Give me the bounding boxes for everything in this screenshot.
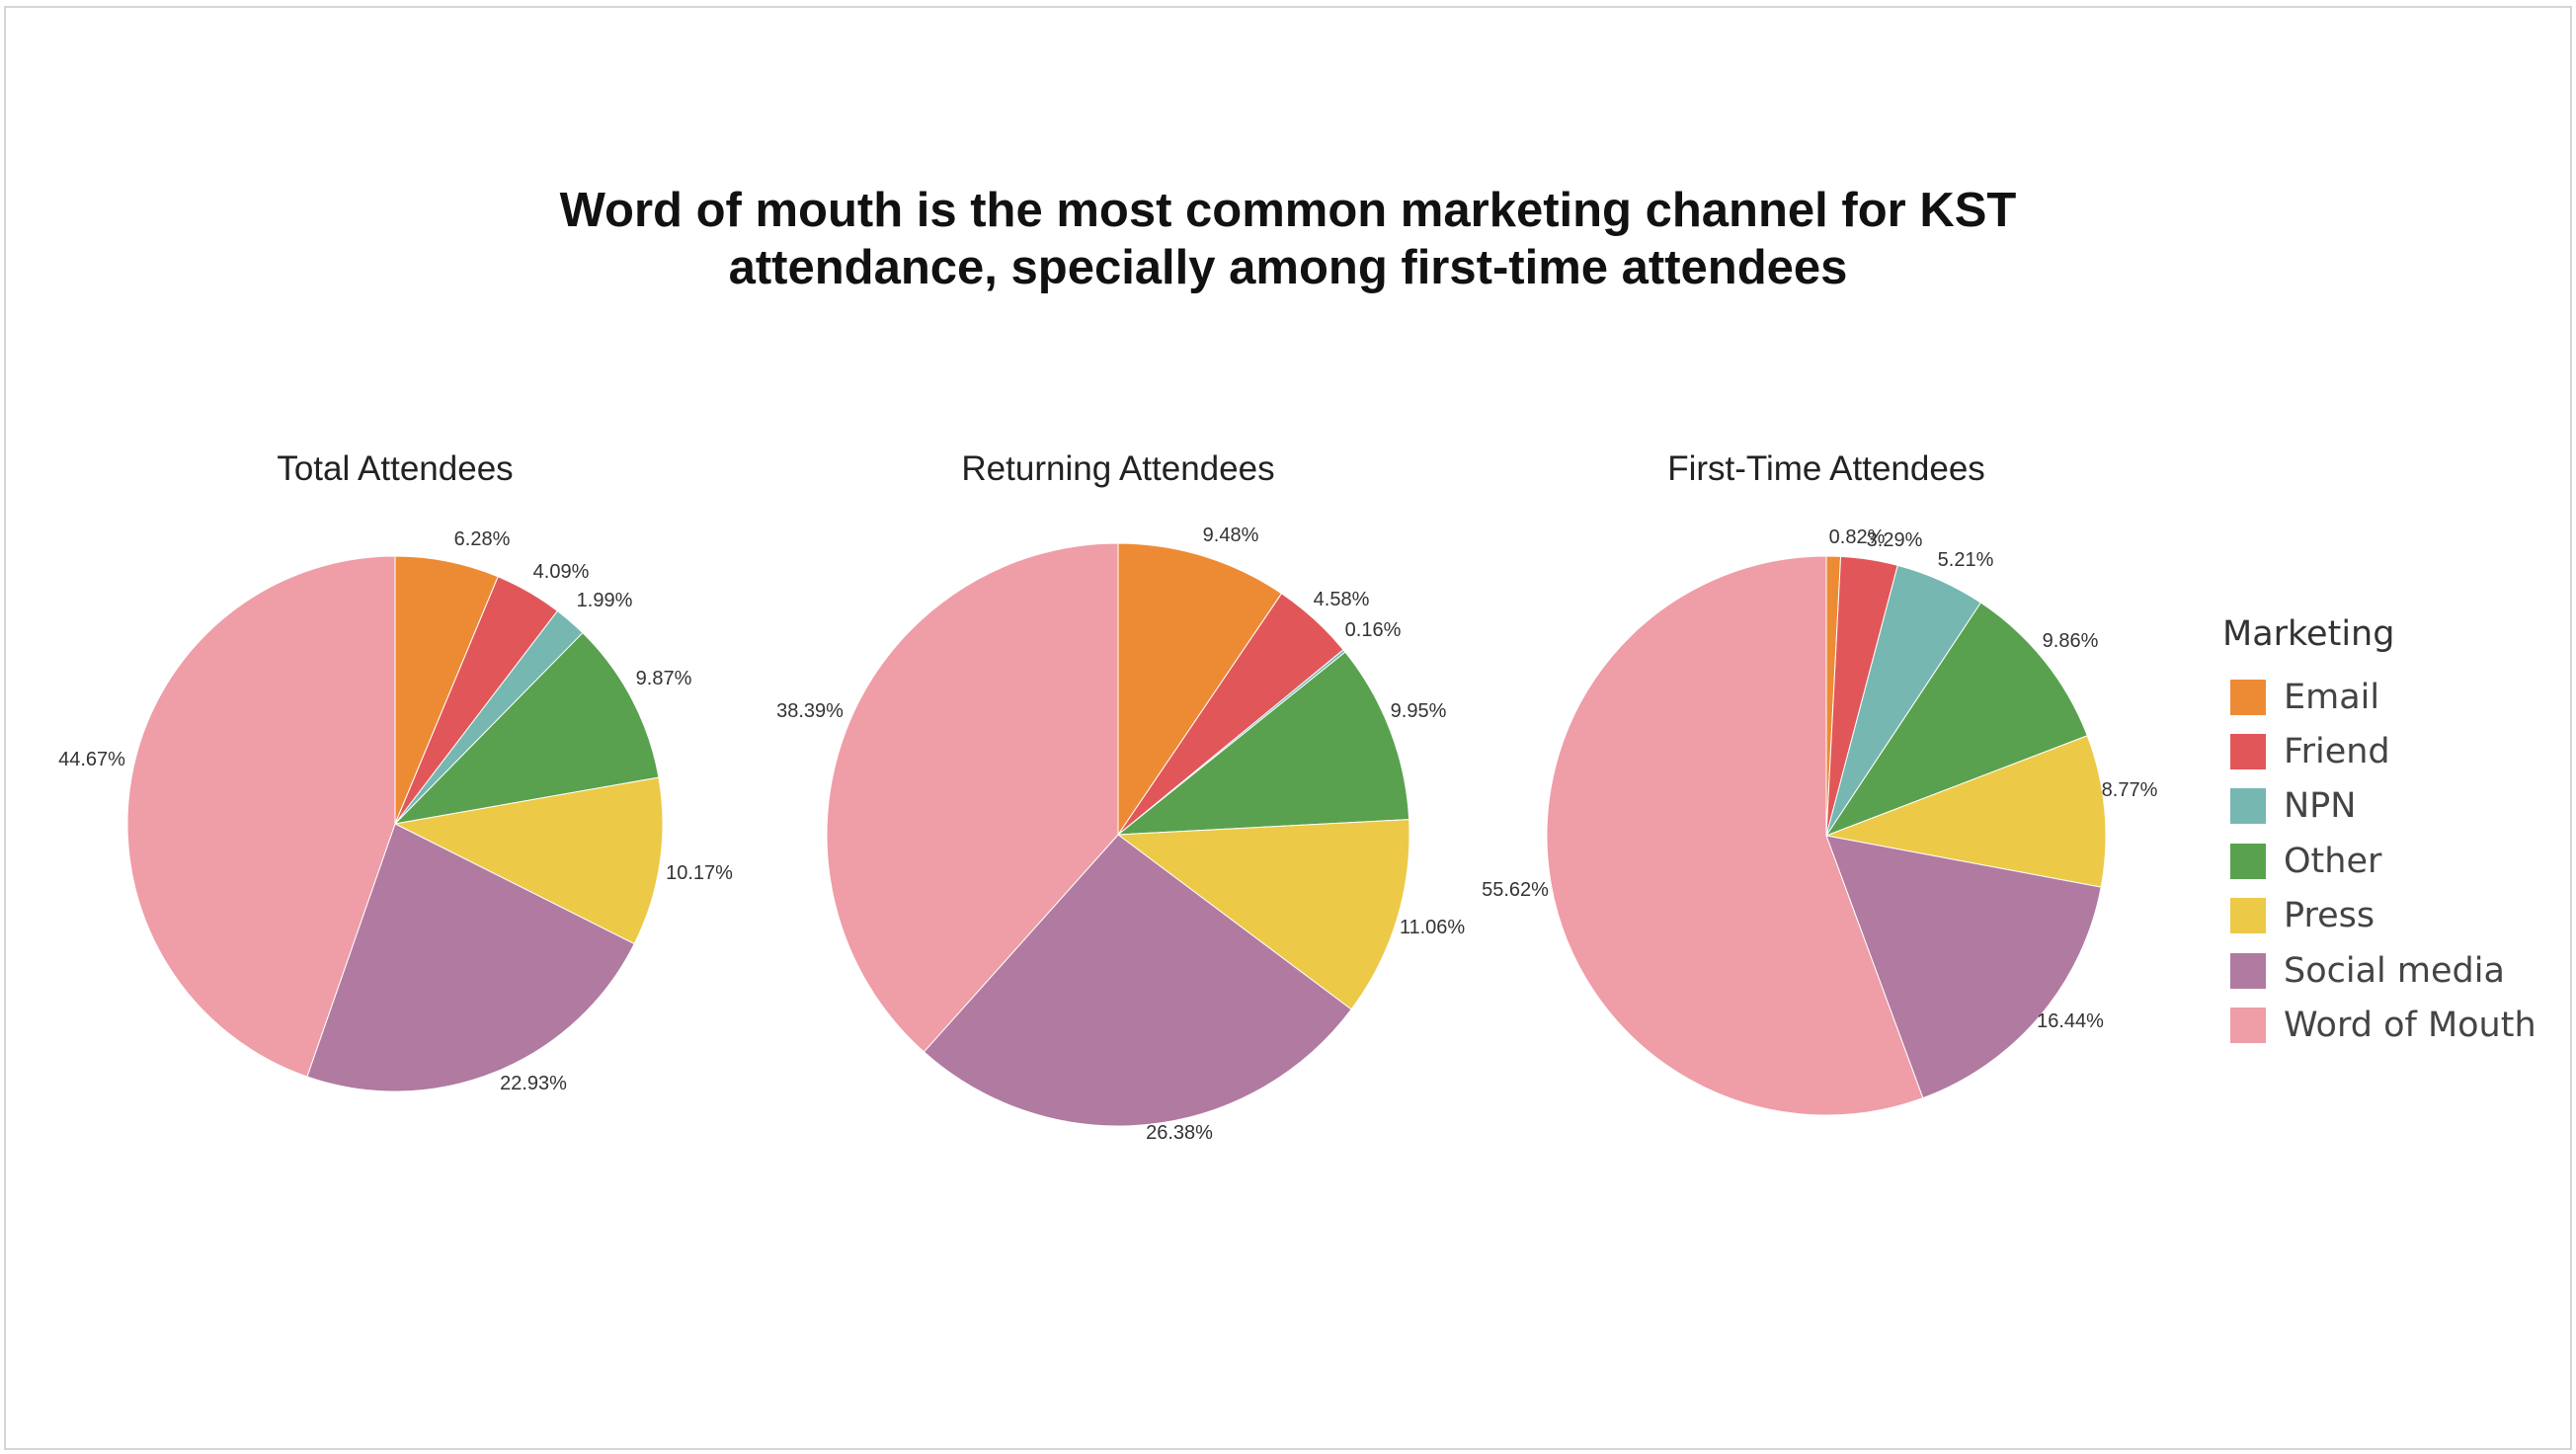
pie-slice-word-of-mouth[interactable] [1546, 555, 1924, 1116]
slice-label: 55.62% [1482, 879, 1549, 901]
pie-slice-press[interactable] [393, 776, 664, 945]
slice-label: 11.06% [1400, 917, 1466, 938]
pie-slice-other[interactable] [1824, 602, 2088, 838]
legend-swatch [2230, 898, 2266, 934]
pie-chart: First-Time Attendees 0.82%3.29% 5.21% 9.86%… [1482, 449, 2158, 1116]
slice-label: 38.39% [776, 700, 844, 722]
legend-item[interactable]: Word of Mouth [2222, 998, 2536, 1052]
legend-item[interactable]: Friend [2222, 724, 2536, 778]
legend-item[interactable]: Social media [2222, 943, 2536, 998]
pie-slice-press[interactable] [1116, 819, 1410, 1010]
slice-label: 5.21% [1938, 549, 1994, 571]
slice-label: 26.38% [1146, 1122, 1213, 1144]
legend-label: Word of Mouth [2284, 1006, 2536, 1046]
slice-label: 9.48% [1203, 525, 1259, 546]
pie-chart: Returning Attendees 9.48% 4.58% 0.16% 9.95% 1… [776, 449, 1465, 1144]
legend-swatch [2230, 952, 2266, 989]
pie-title: Returning Attendees [961, 449, 1274, 488]
slice-label: 4.09% [533, 561, 590, 583]
pie-title: First-Time Attendees [1667, 449, 1985, 488]
main-title-line-1: Word of mouth is the most common marketi… [559, 184, 2017, 237]
main-title-line-2: attendance, specially among first-time a… [728, 241, 1848, 294]
pie-slice-other[interactable] [393, 631, 660, 825]
pie-slice-social-media[interactable] [1825, 835, 2102, 1099]
legend-label: Press [2284, 896, 2375, 936]
slice-label: 0.16% [1345, 619, 1402, 641]
legend-label: Social media [2284, 950, 2505, 991]
legend-swatch [2230, 1008, 2266, 1044]
slice-label: 1.99% [577, 590, 633, 611]
pie-slice-word-of-mouth[interactable] [126, 555, 396, 1078]
main-title: Word of mouth is the most common marketi… [0, 182, 2576, 296]
legend-item[interactable]: Press [2222, 889, 2536, 943]
legend-item[interactable]: Email [2222, 670, 2536, 724]
legend-swatch [2230, 679, 2266, 715]
slice-label: 9.95% [1391, 700, 1447, 722]
legend: Marketing Email Friend NPN Other Press Social… [2222, 614, 2536, 1053]
slice-label: 3.29% [1867, 529, 1923, 551]
pie-chart: Total Attendees 6.28% 4.09% 1.99% 9.87% 10.17… [58, 449, 733, 1094]
slice-label: 44.67% [58, 749, 125, 770]
slice-label: 4.58% [1314, 589, 1370, 610]
legend-swatch [2230, 734, 2266, 770]
legend-item[interactable]: NPN [2222, 779, 2536, 834]
slice-label: 16.44% [2037, 1010, 2104, 1032]
slice-label: 6.28% [454, 528, 511, 550]
legend-label: Other [2284, 841, 2382, 881]
pie-slice-social-media[interactable] [923, 834, 1352, 1127]
legend-swatch [2230, 788, 2266, 825]
slice-label: 8.77% [2102, 779, 2158, 801]
pie-slice-social-media[interactable] [306, 823, 635, 1092]
slice-label: 9.86% [2043, 630, 2099, 652]
slice-label: 22.93% [500, 1073, 567, 1094]
slice-label: 10.17% [666, 862, 733, 884]
slice-label: 9.87% [636, 668, 692, 689]
legend-items: Email Friend NPN Other Press Social media Word… [2222, 670, 2536, 1053]
legend-item[interactable]: Other [2222, 834, 2536, 888]
legend-swatch [2230, 843, 2266, 879]
legend-label: NPN [2284, 786, 2357, 827]
legend-title: Marketing [2222, 614, 2395, 654]
pie-slice-other[interactable] [1116, 651, 1410, 836]
pie-slice-word-of-mouth[interactable] [826, 542, 1119, 1053]
pie-slice-email[interactable] [1117, 542, 1283, 837]
pie-slice-press[interactable] [1824, 735, 2107, 888]
legend-label: Friend [2284, 732, 2390, 772]
slice-label: 0.82% [1829, 526, 1886, 548]
legend-label: Email [2284, 677, 2380, 717]
pie-title: Total Attendees [277, 449, 513, 488]
